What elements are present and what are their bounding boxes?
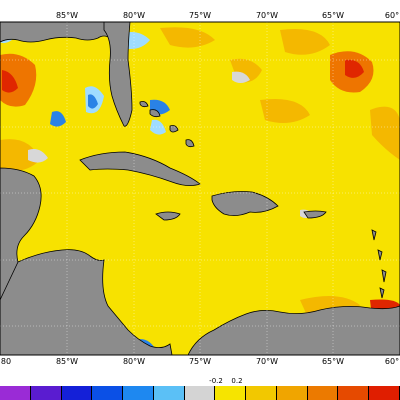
colorbar-segment	[30, 386, 62, 400]
colorbar-segment	[246, 386, 277, 400]
bottom-tick-label: 70°W	[255, 357, 279, 366]
colorbar-label-low: -0.2	[209, 377, 223, 385]
bahamas-land	[149, 109, 161, 118]
colorbar-segment	[215, 386, 247, 400]
colorbar-segment	[0, 386, 31, 400]
central-america-land	[0, 249, 173, 356]
top-tick-label: 75°W	[188, 11, 212, 20]
sst-anomaly-map	[0, 21, 400, 356]
colorbar-segment	[153, 386, 185, 400]
puerto-rico-land	[303, 210, 327, 219]
colorbar-segment	[276, 386, 308, 400]
top-tick-label: 80°W	[122, 11, 146, 20]
colorbar-segment	[184, 386, 216, 400]
colorbar	[0, 386, 400, 400]
bottom-tick-label: 60°	[384, 357, 400, 366]
hispaniola-land	[211, 191, 279, 216]
bottom-tick-label: 80	[0, 357, 12, 366]
colorbar-segment	[92, 386, 124, 400]
colorbar-segment	[307, 386, 339, 400]
south-america-land	[187, 305, 400, 356]
top-tick-label: 85°W	[55, 11, 79, 20]
colorbar-segment	[61, 386, 93, 400]
colorbar-segment	[369, 386, 400, 400]
top-tick-label: 65°W	[321, 11, 345, 20]
bottom-tick-label: 75°W	[188, 357, 212, 366]
colorbar-label-high: 0.2	[231, 377, 243, 385]
map-border	[0, 21, 400, 356]
top-tick-label: 70°W	[255, 11, 279, 20]
colorbar-segment	[123, 386, 154, 400]
lesser-antilles-land	[371, 229, 377, 241]
colorbar-segment	[338, 386, 370, 400]
bottom-tick-label: 80°W	[122, 357, 146, 366]
bottom-tick-label: 65°W	[321, 357, 345, 366]
florida-land	[103, 21, 133, 127]
jamaica-land	[155, 211, 181, 221]
top-tick-label: 60°	[384, 11, 400, 20]
bottom-tick-label: 85°W	[55, 357, 79, 366]
graticule	[0, 22, 400, 355]
land-masses	[0, 21, 400, 356]
